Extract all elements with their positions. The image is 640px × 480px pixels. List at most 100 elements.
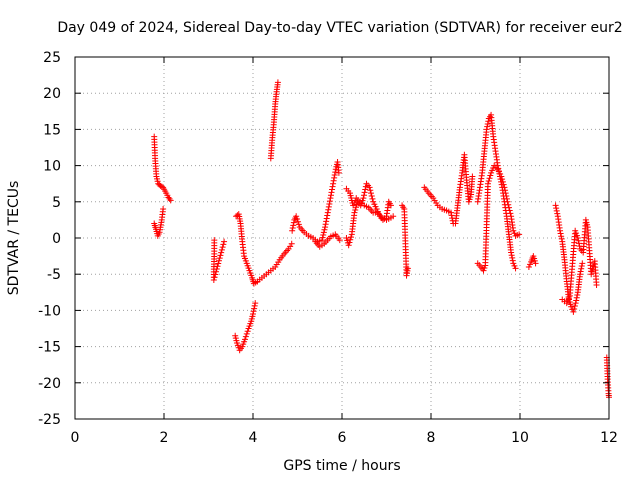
data-point [346,239,353,246]
data-point [369,195,376,202]
y-tick-label: 10 [43,159,61,175]
y-axis-label: SDTVAR / TECUs [6,181,22,296]
data-point [157,182,164,189]
data-point [216,255,223,262]
data-point [553,205,560,212]
data-point [486,175,493,182]
data-point [290,219,297,226]
data-point [510,260,517,267]
data-point [527,261,534,268]
y-tick-label: -10 [38,303,61,319]
data-point [368,193,375,200]
data-point [214,263,221,270]
data-point [326,198,333,205]
x-tick-label: 4 [249,430,258,446]
data-point [324,212,331,219]
data-point [480,267,487,274]
y-tick-label: 5 [52,195,61,211]
data-point [351,209,358,216]
data-point [212,271,219,278]
data-point [348,234,355,241]
x-tick-label: 0 [71,430,80,446]
data-point [588,271,595,278]
data-point [390,213,397,220]
data-point [558,233,565,240]
data-point [368,190,375,197]
data-point [330,177,337,184]
data-point [220,241,227,248]
data-point [532,260,539,267]
data-point [327,195,334,202]
data-point [483,126,490,133]
data-point [508,249,515,256]
data-point [251,305,258,312]
data-point [215,260,222,267]
data-point [503,195,510,202]
y-tick-label: 25 [43,50,61,66]
data-point [250,308,257,315]
data-point [578,263,585,270]
data-point [484,120,491,127]
data-point [554,210,561,217]
data-point [252,300,259,307]
data-point [213,266,220,273]
data-point [558,235,565,242]
data-point [570,308,577,315]
data-point [288,240,295,247]
data-point [507,210,514,217]
data-point [218,246,225,253]
x-tick-label: 8 [427,430,436,446]
data-point [219,244,226,251]
data-point [323,215,330,222]
data-point [573,294,580,301]
data-point [331,174,338,181]
data-point [511,262,518,269]
data-point [579,260,586,267]
data-point [502,187,509,194]
y-tick-label: -5 [47,267,61,283]
data-point [516,231,523,238]
data-point [366,184,373,191]
data-point [294,215,301,222]
data-point [320,229,327,236]
data-point [328,189,335,196]
data-point [557,230,564,237]
data-point [331,172,338,179]
data-point [352,206,359,213]
data-point [593,282,600,289]
data-point [578,265,585,272]
data-point [217,252,224,259]
data-point [160,206,167,213]
data-point [324,209,331,216]
data-point [571,305,578,312]
data-point [553,207,560,214]
data-point [166,195,173,202]
x-tick-labels: 0 2 4 6 8 10 12 [71,430,618,446]
data-point [345,242,352,249]
data-point [574,292,581,299]
data-point [573,297,580,304]
data-point [505,201,512,208]
data-point [448,209,455,216]
data-point [326,200,333,207]
data-point [572,300,579,307]
data-point [289,225,296,232]
data-point [485,118,492,125]
data-point [329,186,336,193]
data-point [498,173,505,180]
data-point [293,213,300,220]
data-point [484,180,491,187]
data-point [512,265,519,272]
data-point [505,204,512,211]
data-point [347,236,354,243]
data-point [321,226,328,233]
data-point [327,192,334,199]
data-point [335,169,342,176]
data-point [242,333,249,340]
data-point [360,195,367,202]
data-point [244,328,251,335]
data-point [499,176,506,183]
data-point [215,257,222,264]
data-point [504,198,511,205]
data-point [325,203,332,210]
